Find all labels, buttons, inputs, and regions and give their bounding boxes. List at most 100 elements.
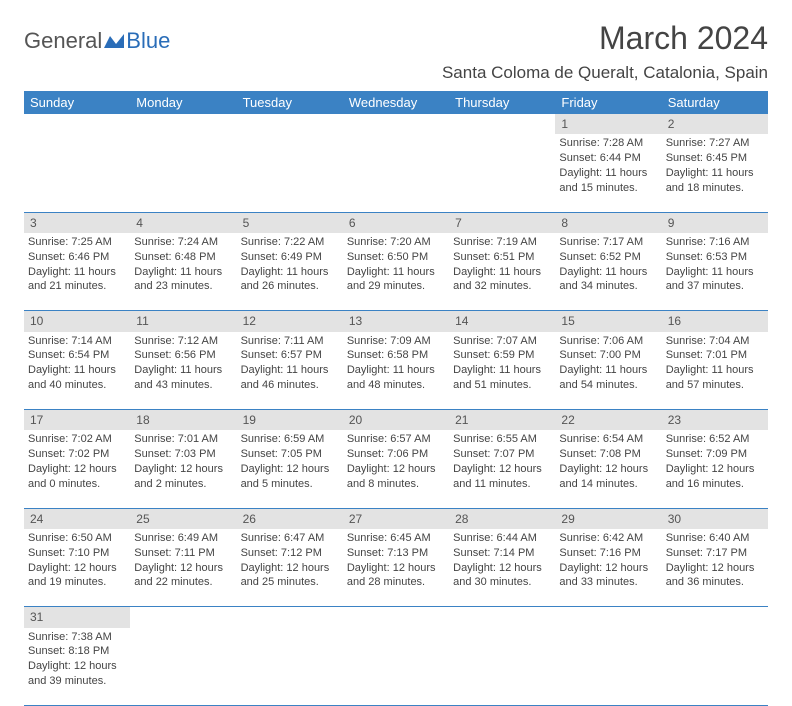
weekday-thursday: Thursday	[449, 91, 555, 114]
day-content-cell: Sunrise: 7:09 AMSunset: 6:58 PMDaylight:…	[343, 332, 449, 410]
day-number-cell	[662, 607, 768, 628]
day-content-cell: Sunrise: 7:16 AMSunset: 6:53 PMDaylight:…	[662, 233, 768, 311]
day-number-cell: 7	[449, 212, 555, 233]
weekday-tuesday: Tuesday	[237, 91, 343, 114]
day-number-cell	[237, 114, 343, 134]
logo: General Blue	[24, 28, 170, 54]
day-number-cell: 27	[343, 508, 449, 529]
logo-flag-icon	[104, 34, 124, 48]
month-title: March 2024	[442, 20, 768, 57]
day-content-cell	[343, 628, 449, 706]
day-content-cell: Sunrise: 7:07 AMSunset: 6:59 PMDaylight:…	[449, 332, 555, 410]
day-content-cell	[555, 628, 661, 706]
day-number-cell: 24	[24, 508, 130, 529]
day-number-cell	[24, 114, 130, 134]
title-block: March 2024 Santa Coloma de Queralt, Cata…	[442, 20, 768, 83]
day-content-cell: Sunrise: 6:50 AMSunset: 7:10 PMDaylight:…	[24, 529, 130, 607]
day-content-cell: Sunrise: 6:57 AMSunset: 7:06 PMDaylight:…	[343, 430, 449, 508]
day-number-cell: 13	[343, 311, 449, 332]
day-content-cell: Sunrise: 7:25 AMSunset: 6:46 PMDaylight:…	[24, 233, 130, 311]
day-content-cell: Sunrise: 7:20 AMSunset: 6:50 PMDaylight:…	[343, 233, 449, 311]
day-number-cell: 21	[449, 410, 555, 431]
day-number-cell: 17	[24, 410, 130, 431]
logo-text-general: General	[24, 28, 102, 54]
daynum-row: 12	[24, 114, 768, 134]
weekday-wednesday: Wednesday	[343, 91, 449, 114]
day-number-cell: 11	[130, 311, 236, 332]
day-content-row: Sunrise: 7:14 AMSunset: 6:54 PMDaylight:…	[24, 332, 768, 410]
day-number-cell	[343, 607, 449, 628]
day-content-cell: Sunrise: 6:47 AMSunset: 7:12 PMDaylight:…	[237, 529, 343, 607]
day-content-row: Sunrise: 7:38 AMSunset: 8:18 PMDaylight:…	[24, 628, 768, 706]
day-content-cell: Sunrise: 7:28 AMSunset: 6:44 PMDaylight:…	[555, 134, 661, 212]
day-content-cell	[130, 628, 236, 706]
day-number-cell: 4	[130, 212, 236, 233]
day-content-cell: Sunrise: 7:04 AMSunset: 7:01 PMDaylight:…	[662, 332, 768, 410]
day-content-cell: Sunrise: 7:12 AMSunset: 6:56 PMDaylight:…	[130, 332, 236, 410]
day-number-cell: 18	[130, 410, 236, 431]
day-number-cell: 2	[662, 114, 768, 134]
calendar-table: Sunday Monday Tuesday Wednesday Thursday…	[24, 91, 768, 706]
day-content-cell: Sunrise: 7:01 AMSunset: 7:03 PMDaylight:…	[130, 430, 236, 508]
day-number-cell: 29	[555, 508, 661, 529]
day-number-cell: 10	[24, 311, 130, 332]
day-number-cell: 25	[130, 508, 236, 529]
day-number-cell	[130, 607, 236, 628]
day-content-cell	[237, 628, 343, 706]
day-content-cell	[130, 134, 236, 212]
day-number-cell: 26	[237, 508, 343, 529]
calendar-body: 12Sunrise: 7:28 AMSunset: 6:44 PMDayligh…	[24, 114, 768, 706]
day-number-cell: 12	[237, 311, 343, 332]
day-number-cell: 20	[343, 410, 449, 431]
weekday-monday: Monday	[130, 91, 236, 114]
daynum-row: 10111213141516	[24, 311, 768, 332]
weekday-friday: Friday	[555, 91, 661, 114]
day-number-cell	[130, 114, 236, 134]
day-content-cell: Sunrise: 7:14 AMSunset: 6:54 PMDaylight:…	[24, 332, 130, 410]
day-content-cell: Sunrise: 7:11 AMSunset: 6:57 PMDaylight:…	[237, 332, 343, 410]
day-number-cell: 19	[237, 410, 343, 431]
day-number-cell: 16	[662, 311, 768, 332]
day-content-cell: Sunrise: 6:54 AMSunset: 7:08 PMDaylight:…	[555, 430, 661, 508]
day-number-cell: 28	[449, 508, 555, 529]
day-content-cell: Sunrise: 7:06 AMSunset: 7:00 PMDaylight:…	[555, 332, 661, 410]
day-content-cell: Sunrise: 6:40 AMSunset: 7:17 PMDaylight:…	[662, 529, 768, 607]
day-content-cell: Sunrise: 6:55 AMSunset: 7:07 PMDaylight:…	[449, 430, 555, 508]
header: General Blue March 2024 Santa Coloma de …	[24, 20, 768, 83]
day-content-cell: Sunrise: 6:42 AMSunset: 7:16 PMDaylight:…	[555, 529, 661, 607]
day-content-cell	[237, 134, 343, 212]
day-content-cell: Sunrise: 6:52 AMSunset: 7:09 PMDaylight:…	[662, 430, 768, 508]
day-content-cell: Sunrise: 7:22 AMSunset: 6:49 PMDaylight:…	[237, 233, 343, 311]
day-content-cell: Sunrise: 6:59 AMSunset: 7:05 PMDaylight:…	[237, 430, 343, 508]
day-content-cell: Sunrise: 6:49 AMSunset: 7:11 PMDaylight:…	[130, 529, 236, 607]
day-number-cell	[449, 607, 555, 628]
daynum-row: 31	[24, 607, 768, 628]
daynum-row: 24252627282930	[24, 508, 768, 529]
day-content-row: Sunrise: 7:28 AMSunset: 6:44 PMDaylight:…	[24, 134, 768, 212]
day-content-cell	[343, 134, 449, 212]
day-number-cell: 1	[555, 114, 661, 134]
day-content-cell: Sunrise: 6:44 AMSunset: 7:14 PMDaylight:…	[449, 529, 555, 607]
daynum-row: 17181920212223	[24, 410, 768, 431]
day-content-row: Sunrise: 7:25 AMSunset: 6:46 PMDaylight:…	[24, 233, 768, 311]
day-number-cell: 23	[662, 410, 768, 431]
day-number-cell: 9	[662, 212, 768, 233]
day-content-cell: Sunrise: 7:17 AMSunset: 6:52 PMDaylight:…	[555, 233, 661, 311]
location-text: Santa Coloma de Queralt, Catalonia, Spai…	[442, 63, 768, 83]
day-content-cell	[449, 134, 555, 212]
weekday-saturday: Saturday	[662, 91, 768, 114]
day-content-cell	[24, 134, 130, 212]
day-content-row: Sunrise: 6:50 AMSunset: 7:10 PMDaylight:…	[24, 529, 768, 607]
day-number-cell: 15	[555, 311, 661, 332]
day-content-cell: Sunrise: 7:19 AMSunset: 6:51 PMDaylight:…	[449, 233, 555, 311]
day-content-cell	[449, 628, 555, 706]
day-number-cell: 22	[555, 410, 661, 431]
day-content-cell: Sunrise: 6:45 AMSunset: 7:13 PMDaylight:…	[343, 529, 449, 607]
day-content-row: Sunrise: 7:02 AMSunset: 7:02 PMDaylight:…	[24, 430, 768, 508]
day-content-cell: Sunrise: 7:38 AMSunset: 8:18 PMDaylight:…	[24, 628, 130, 706]
day-number-cell	[555, 607, 661, 628]
day-number-cell: 31	[24, 607, 130, 628]
day-number-cell: 3	[24, 212, 130, 233]
day-number-cell	[343, 114, 449, 134]
day-content-cell: Sunrise: 7:24 AMSunset: 6:48 PMDaylight:…	[130, 233, 236, 311]
